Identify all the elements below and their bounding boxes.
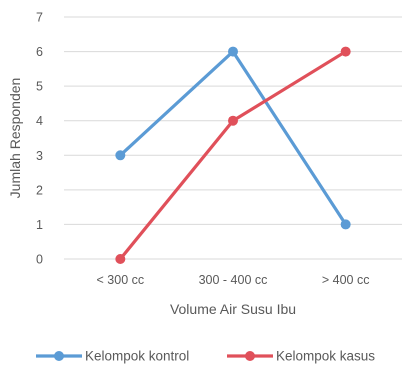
data-point (115, 254, 126, 264)
legend-marker (245, 351, 255, 361)
y-tick-labels: 0 1 2 3 4 5 6 7 (36, 11, 43, 267)
x-tick-labels: < 300 cc 300 - 400 cc > 400 cc (97, 273, 370, 287)
y-tick-label: 5 (36, 80, 43, 94)
data-point (228, 46, 238, 57)
data-point (115, 150, 126, 161)
x-tick-label: 300 - 400 cc (199, 273, 268, 287)
legend-label: Kelompok kasus (276, 349, 375, 364)
data-point (340, 219, 351, 230)
y-axis-title: Jumlah Responden (7, 78, 23, 199)
legend-item: Kelompok kasus (227, 349, 375, 364)
legend: Kelompok kontrol Kelompok kasus (36, 349, 375, 364)
legend-item: Kelompok kontrol (36, 349, 189, 364)
y-tick-label: 3 (36, 149, 43, 163)
x-tick-label: > 400 cc (322, 273, 370, 287)
y-tick-label: 0 (36, 253, 43, 267)
data-point (228, 115, 238, 126)
series-line-1 (118, 49, 348, 227)
y-tick-label: 6 (36, 45, 43, 59)
x-tick-label: < 300 cc (97, 273, 145, 287)
legend-label: Kelompok kontrol (85, 349, 189, 364)
x-axis-title: Volume Air Susu Ibu (170, 301, 296, 317)
series-group (115, 46, 351, 264)
y-tick-label: 7 (36, 11, 43, 25)
y-tick-label: 2 (36, 183, 43, 197)
y-tick-label: 4 (36, 114, 43, 128)
y-tick-label: 1 (36, 218, 43, 232)
legend-marker (54, 351, 64, 361)
data-point (340, 46, 351, 57)
